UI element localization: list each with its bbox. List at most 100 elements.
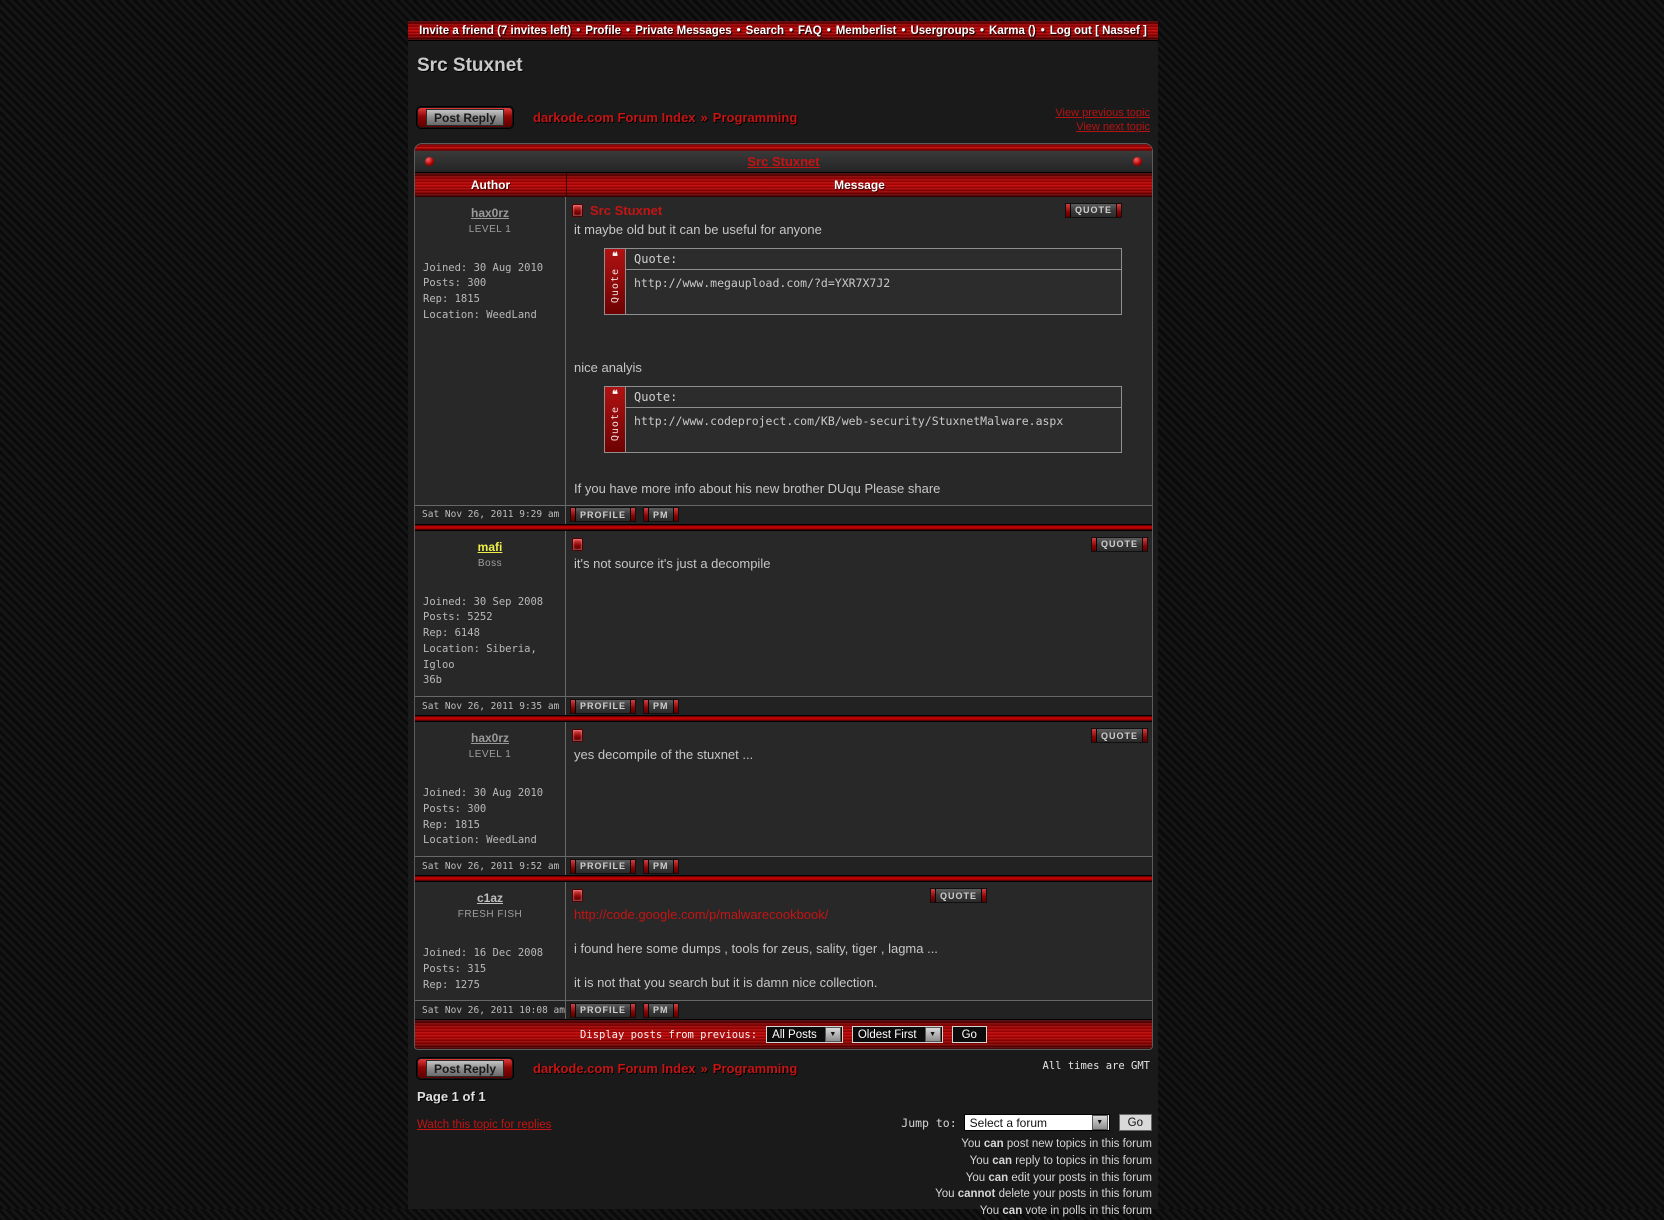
topbar-menu-link[interactable]: Search [745,24,785,37]
post-actions: PROFILE PM [566,698,679,714]
topbar-menu-link[interactable]: Invite a friend (7 invites left) [419,24,572,37]
sort-order-select[interactable]: Oldest First ▼ [851,1026,943,1044]
chevron-down-icon[interactable]: ▼ [924,1027,941,1043]
permission-line: You cannot delete your posts in this for… [935,1188,1152,1201]
quote-button[interactable]: QUOTE [1090,536,1148,552]
post-icon [572,203,583,217]
post-icon [572,729,583,742]
breadcrumb-forum-index-link[interactable]: darkode.com Forum Index [533,110,696,125]
message-text-line [574,325,1152,342]
post: mafi Boss Joined: 30 Sep 2008 Posts: 5252… [415,530,1152,715]
profile-button-label: PROFILE [580,509,627,520]
menu-separator: • [626,24,631,37]
pm-button[interactable]: PM [643,507,679,522]
pm-button[interactable]: PM [643,1002,679,1018]
menu-separator: • [980,24,985,37]
message-text-line [574,957,1152,974]
topic-title-link[interactable]: Src Stuxnet [747,153,820,169]
pm-button-label: PM [653,701,669,711]
author-name-link[interactable]: mafi [477,539,503,554]
quote-button[interactable]: QUOTE [1064,202,1122,218]
display-posts-go-button[interactable]: Go [951,1026,987,1044]
jump-to-value: Select a forum [969,1115,1048,1130]
author-name-link[interactable]: c1az [476,891,504,905]
post: hax0rz LEVEL 1 Joined: 30 Aug 2010 Posts:… [415,196,1152,524]
watch-topic-link[interactable]: Watch this topic for replies [417,1119,552,1132]
top-menu-bar: Invite a friend (7 invites left) • Profile… [408,21,1158,41]
chevron-down-icon[interactable]: ▼ [1091,1115,1108,1131]
profile-button[interactable]: PROFILE [570,698,637,714]
profile-button-label: PROFILE [580,861,627,871]
topbar-menu-link[interactable]: Profile [585,24,622,37]
message-link[interactable]: http://code.google.com/p/malwarecookbook… [574,907,829,922]
permission-emphasis: can [983,1138,1004,1151]
profile-button-label: PROFILE [580,701,627,711]
author-stat-line: Location: Siberia, Igloo [423,642,537,671]
jump-to-go-button[interactable]: Go [1118,1114,1152,1132]
permission-line: You can edit your posts in this forum [965,1171,1152,1184]
breadcrumb-forum-index-link[interactable]: darkode.com Forum Index [533,1061,696,1077]
display-posts-label: Display posts from previous: [580,1028,758,1041]
author-stat-line: Posts: 300 [423,277,487,290]
profile-button[interactable]: PROFILE [570,858,637,874]
topbar-menu-link[interactable]: Karma () [989,24,1036,37]
topbar-menu-link[interactable]: Usergroups [910,24,976,37]
topbar-menu-link[interactable]: FAQ [798,24,822,37]
pm-button[interactable]: PM [643,698,679,714]
post-reply-button-bottom[interactable]: Post Reply [417,1058,513,1080]
pm-button-label: PM [653,1005,669,1016]
posts-filter-select[interactable]: All Posts ▼ [766,1026,843,1044]
profile-button[interactable]: PROFILE [570,507,637,522]
permission-emphasis: cannot [957,1188,996,1201]
quote-button[interactable]: QUOTE [929,888,987,903]
message-body: http://code.google.com/p/malwarecookbook… [572,906,1152,991]
permission-emphasis: can [1002,1204,1023,1217]
topbar-menu-link[interactable]: Memberlist [835,24,897,37]
post-separator [415,523,1152,531]
page-title: Src Stuxnet [417,55,523,76]
post-date: Sat Nov 26, 2011 10:08 am [415,1001,566,1020]
author-stat-line: 36b [423,674,442,687]
quote-marks-icon: ❝ [612,388,618,401]
message-text-line: nice analyis [574,359,642,375]
permission-emphasis: can [988,1171,1009,1184]
author-column-header: Author [415,172,567,197]
post-reply-button[interactable]: Post Reply [417,107,513,128]
post-reply-button-label: Post Reply [426,109,504,126]
author-stat-line: Rep: 1815 [423,818,480,831]
post-separator [415,715,1152,722]
profile-button-label: PROFILE [580,1005,627,1016]
jump-to-label: Jump to: [901,1115,957,1130]
topbar-menu-link[interactable]: Private Messages [635,24,732,37]
breadcrumb-section-link[interactable]: Programming [712,110,798,125]
quote-content-link[interactable]: http://www.codeproject.com/KB/web-securi… [634,413,1064,428]
view-next-topic-link[interactable]: View next topic [1076,120,1150,133]
message-text-line [574,463,1152,480]
breadcrumb-section-link[interactable]: Programming [712,1061,798,1077]
pm-button[interactable]: PM [643,858,679,874]
author-name-link[interactable]: hax0rz [470,205,510,220]
message-text-line: it maybe old but it can be useful for an… [574,221,822,237]
author-stat-line: Joined: 30 Sep 2008 [423,595,544,608]
quote-button-label: QUOTE [1100,539,1138,549]
author-stat-line: Joined: 30 Aug 2010 [423,261,544,274]
breadcrumb-separator: » [700,110,708,125]
post-subject: Src Stuxnet [590,202,663,218]
message-body: yes decompile of the stuxnet ... [572,746,1152,763]
jump-to-select[interactable]: Select a forum ▼ [963,1114,1110,1132]
author-stat-line: Joined: 30 Aug 2010 [423,787,544,799]
author-name-link[interactable]: hax0rz [470,731,510,745]
quote-button[interactable]: QUOTE [1090,728,1148,743]
view-previous-topic-link[interactable]: View previous topic [1055,107,1150,119]
quote-box: ❝ Quote Quote: http://www.megaupload.com/?d… [604,247,1122,315]
post-row: mafi Boss Joined: 30 Sep 2008 Posts: 5252… [415,530,1152,696]
topbar-menu-link[interactable]: Log out [ Nassef ] [1049,24,1147,37]
quote-content-link[interactable]: http://www.megaupload.com/?d=YXR7X7J2 [634,275,891,290]
profile-button[interactable]: PROFILE [570,1002,637,1018]
post-message-cell: Src Stuxnet QUOTE it maybe old but it ca… [566,197,1152,505]
chevron-down-icon[interactable]: ▼ [824,1027,841,1043]
quote-strip: ❝ Quote [605,248,626,314]
post-actions: PROFILE PM [566,1002,679,1018]
author-stat-line: Posts: 315 [423,962,487,975]
message-text-line: i found here some dumps , tools for zeus… [574,941,938,956]
